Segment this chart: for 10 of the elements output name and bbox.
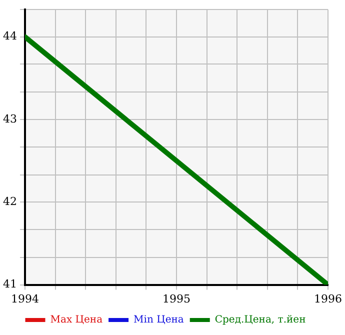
y-tick-label: 42 [2, 195, 17, 208]
legend-label: Max Цена [50, 314, 103, 326]
y-tick-label: 43 [2, 112, 17, 126]
y-tick-label: 41 [2, 278, 17, 291]
y-tick-label: 44 [2, 30, 17, 43]
legend-label: Сред.Цена, т.йен [214, 314, 306, 326]
x-tick-label: 1995 [162, 292, 190, 306]
x-tick-label: 1996 [314, 292, 342, 306]
legend-label: Min Цена [134, 314, 184, 326]
x-tick-label: 1994 [10, 292, 39, 306]
